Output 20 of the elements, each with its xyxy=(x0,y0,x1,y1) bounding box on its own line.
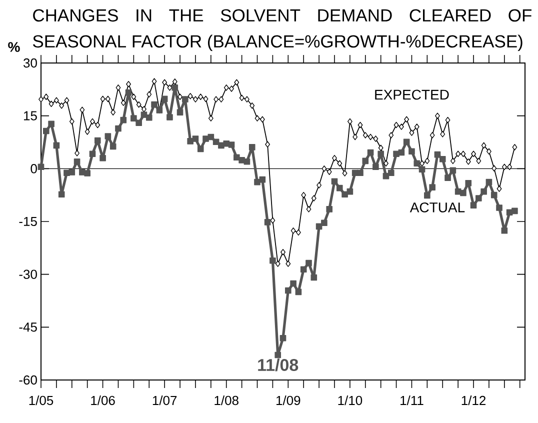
annotation: 11/08 xyxy=(258,358,298,372)
y-tick-label: -30 xyxy=(19,270,37,279)
y-tick-label: -60 xyxy=(19,375,37,385)
x-tick-label: 1/11 xyxy=(400,396,424,406)
x-tick-label: 1/12 xyxy=(462,396,486,406)
chart-title: CHANGES IN THE SOLVENT DEMAND CLEARED OF SEASONAL FACTOR (BALANCE=%GROWTH-%DECREASE) xyxy=(33,9,532,52)
series-label: EXPECTED xyxy=(375,90,449,100)
x-tick-label: 1/06 xyxy=(91,396,115,406)
series-label: ACTUAL xyxy=(410,202,465,212)
x-tick-label: 1/10 xyxy=(338,396,362,406)
x-tick-label: 1/08 xyxy=(214,396,238,406)
y-tick-label: 30 xyxy=(24,58,37,68)
x-tick-label: 1/09 xyxy=(276,396,300,406)
y-tick-label: -15 xyxy=(19,216,37,226)
y-tick-label: -45 xyxy=(19,322,37,332)
x-tick-label: 1/05 xyxy=(29,396,54,406)
y-tick-label: 0 xyxy=(30,164,37,174)
x-tick-label: 1/07 xyxy=(152,396,177,406)
y-tick-label: 15 xyxy=(24,111,37,120)
y-axis-title: % xyxy=(8,42,20,52)
